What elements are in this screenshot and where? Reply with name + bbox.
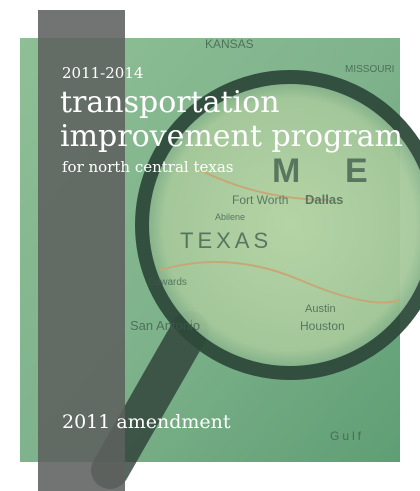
map-label: Dallas [305,192,343,207]
edition: 2011 amendment [62,411,231,433]
map-label: Houston [300,319,345,333]
subtitle: for north central texas [62,158,234,176]
title-line: improvement program [60,119,403,154]
cover: KANSAS MISSOURI M E Fort Worth Dallas TE… [0,0,420,491]
years: 2011-2014 [62,64,143,82]
map-label: MISSOURI [345,64,394,75]
map-label: Edwards [148,277,187,288]
map-label: Fort Worth [232,193,288,207]
title-line: transportation [60,85,280,120]
map-label: TEXAS [180,228,272,253]
map-label: KANSAS [205,37,254,51]
map-label: San Antonio [130,318,200,333]
page: KANSAS MISSOURI M E Fort Worth Dallas TE… [0,0,420,491]
map-label: Gulf [330,429,364,443]
map-label: Austin [305,303,336,315]
map-label: Abilene [215,212,245,222]
map-label: M [272,152,300,190]
map-label: E [345,152,368,190]
